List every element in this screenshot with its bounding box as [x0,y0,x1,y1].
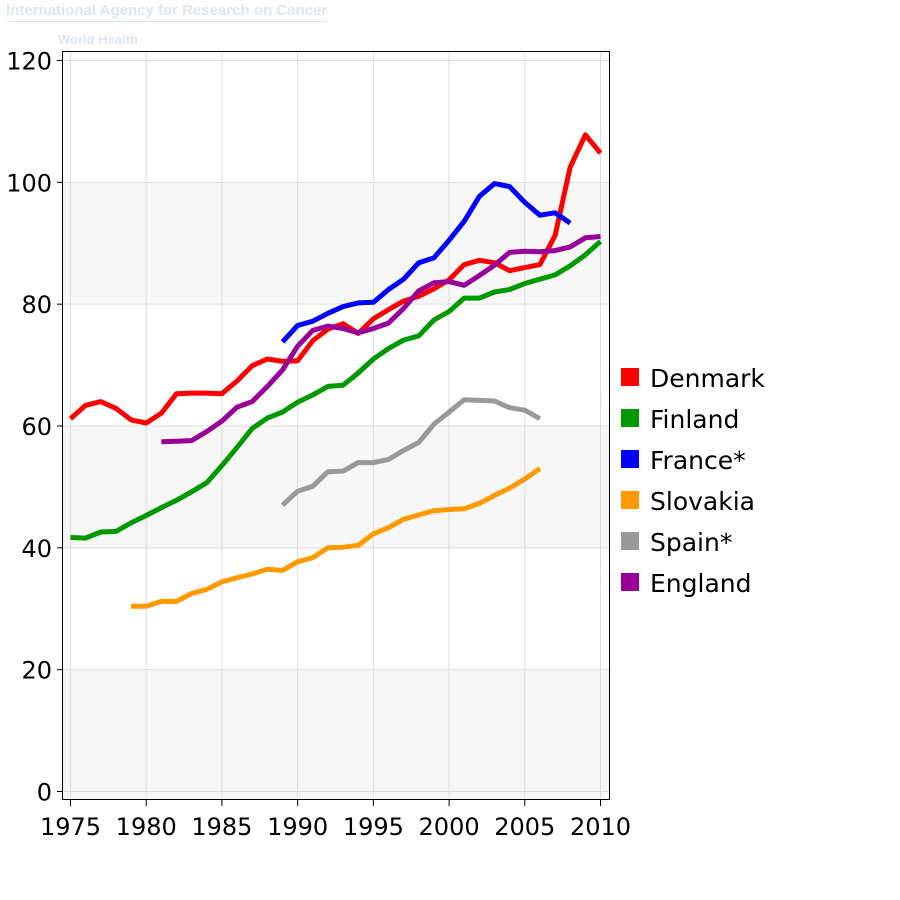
legend-label-spain: Spain* [650,528,732,557]
legend-label-denmark: Denmark [650,364,765,393]
y-tick-label-60: 60 [21,413,52,441]
series-line-england [161,234,601,445]
x-tick-label-2010: 2010 [570,813,631,841]
band-40-60 [62,426,610,548]
band-80-100 [62,182,610,305]
legend-swatch-england [621,573,639,591]
band-0-20 [62,669,610,800]
x-tick-label-2005: 2005 [494,813,555,841]
series-line-slovakia [131,466,542,609]
watermark-who: World Health [58,32,138,47]
x-tick-label-1975: 1975 [40,813,101,841]
y-tick-label-120: 120 [6,48,52,76]
y-tick-label-20: 20 [21,657,52,685]
y-tick-label-100: 100 [6,169,52,197]
series-line-finland [70,239,603,541]
legend-label-england: England [650,569,752,598]
legend-swatch-denmark [621,368,639,386]
y-tick-label-0: 0 [37,779,52,807]
x-axis-ticks: 1975 1980 1985 1990 1995 2000 2005 2010 [40,800,631,841]
watermark-organization: International Agency for Research on Can… [6,2,328,22]
legend-swatch-slovakia [621,491,639,509]
legend-label-finland: Finland [650,405,739,434]
series-line-france [280,181,572,344]
x-tick-label-1995: 1995 [343,813,404,841]
legend-label-france: France* [650,446,746,475]
series-line-spain [280,397,542,508]
legend-swatch-spain [621,532,639,550]
legend: Denmark Finland France* Slovakia Spain* Engla… [621,364,765,598]
x-tick-label-1985: 1985 [191,813,252,841]
y-axis-ticks: 0 20 40 60 80 100 120 [6,48,62,807]
legend-swatch-france [621,450,639,468]
legend-swatch-finland [621,409,639,427]
y-tick-label-40: 40 [21,535,52,563]
background-bands [62,182,610,800]
series-lines [68,132,603,609]
x-tick-label-1990: 1990 [267,813,328,841]
legend-label-slovakia: Slovakia [650,487,755,516]
x-tick-label-2000: 2000 [419,813,480,841]
x-tick-label-1980: 1980 [116,813,177,841]
y-tick-label-80: 80 [21,291,52,319]
plot-frame [62,51,610,800]
iarc-watermark: International Agency for Research on Can… [6,2,328,47]
grid-lines [62,51,610,800]
